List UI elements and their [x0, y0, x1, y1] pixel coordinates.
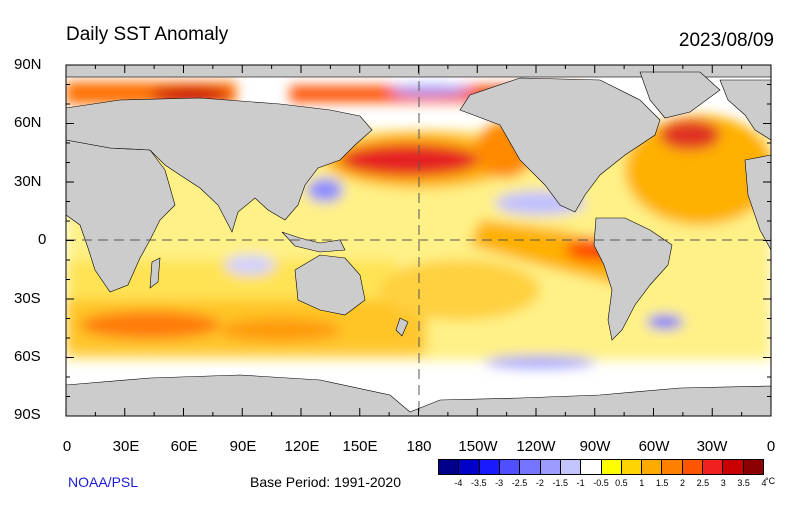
colorbar-swatch	[520, 460, 541, 474]
land	[66, 65, 771, 341]
colorbar-swatch	[723, 460, 744, 474]
colorbar-tick-label: -4	[454, 478, 463, 488]
colorbar-swatch	[459, 460, 480, 474]
colorbar-tick-label: 2	[679, 478, 686, 488]
map-title: Daily SST Anomaly	[66, 24, 229, 45]
lat-tick-label: 30S	[14, 290, 41, 307]
colorbar	[438, 459, 764, 475]
base-period-label: Base Period: 1991-2020	[250, 474, 401, 490]
lon-tick-label: 180	[406, 438, 432, 455]
lat-tick-label: 60N	[14, 114, 42, 131]
lon-tick-label: 120W	[516, 438, 556, 455]
lon-tick-label: 60E	[170, 438, 198, 455]
lat-tick-label: 90S	[14, 406, 41, 423]
colorbar-tick-label: 3	[720, 478, 726, 488]
lon-tick-label: 150E	[342, 438, 378, 455]
colorbar-swatch	[499, 460, 521, 474]
colorbar-tick-label: -1	[576, 478, 585, 488]
axis-ticks	[65, 64, 772, 417]
lon-tick-label: 150W	[458, 438, 498, 455]
antarctica	[66, 374, 771, 416]
colorbar-tick-label: -0.5	[593, 478, 609, 488]
colorbar-tick-label: -1.5	[552, 478, 569, 488]
colorbar-tick-label: 2.5	[696, 478, 710, 488]
colorbar-swatch	[703, 460, 724, 474]
colorbar-swatch	[439, 460, 460, 474]
lon-tick-label: 60W	[638, 438, 670, 455]
colorbar-swatch	[682, 460, 704, 474]
colorbar-tick-label: -2.5	[511, 478, 528, 488]
colorbar-swatch	[560, 460, 582, 474]
lat-tick-label: 90N	[14, 56, 42, 73]
colorbar-tick-label: 1.5	[655, 478, 669, 488]
lat-tick-label: 0	[38, 231, 47, 248]
lat-tick-label: 60S	[14, 348, 41, 365]
colorbar-swatch	[662, 460, 683, 474]
lon-tick-label: 120E	[284, 438, 320, 455]
colorbar-tick-label: 1	[639, 478, 645, 488]
colorbar-swatch	[621, 460, 643, 474]
colorbar-tick-label: 3.5	[737, 478, 750, 488]
colorbar-swatch	[601, 460, 622, 474]
colorbar-unit: °C	[765, 476, 776, 486]
colorbar-swatch	[540, 460, 561, 474]
lon-tick-label: 90E	[229, 438, 257, 455]
colorbar-swatch	[581, 460, 602, 474]
map-date: 2023/08/09	[678, 30, 774, 51]
colorbar-swatch	[479, 460, 500, 474]
colorbar-tick-label: 0.5	[615, 478, 628, 488]
lon-tick-label: 0	[766, 438, 776, 455]
colorbar-swatch	[743, 460, 763, 474]
colorbar-tick-label: -3	[495, 478, 504, 488]
lon-tick-label: 30E	[112, 438, 140, 455]
colorbar-swatch	[642, 460, 663, 474]
colorbar-tick-label: -3.5	[470, 478, 487, 488]
lon-tick-label: 90W	[579, 438, 611, 455]
colorbar-tick-label: 4	[761, 478, 767, 488]
lon-tick-label: 30W	[696, 438, 728, 455]
lat-tick-label: 30N	[14, 173, 42, 190]
colorbar-tick-label: -2	[535, 478, 544, 488]
lon-tick-label: 0	[62, 438, 72, 455]
credit-label: NOAA/PSL	[68, 474, 139, 490]
